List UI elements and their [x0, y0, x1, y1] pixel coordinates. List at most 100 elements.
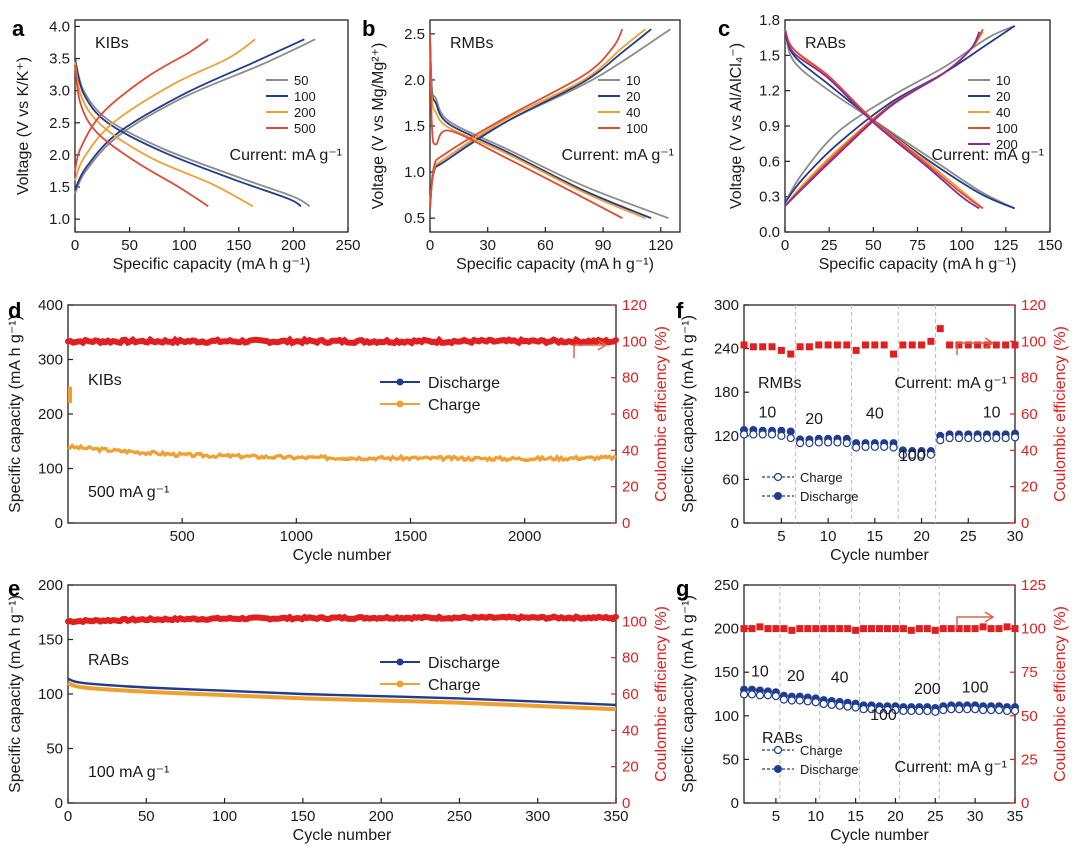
- efficiency-point: [843, 341, 851, 349]
- y-right-tick-label: 0: [1021, 795, 1029, 812]
- x-axis-label: Cycle number: [293, 547, 392, 564]
- panel-label: b: [362, 16, 375, 41]
- efficiency-point: [788, 626, 796, 634]
- panel-label: a: [12, 16, 25, 41]
- charge-point: [749, 430, 758, 439]
- charge-point: [979, 705, 988, 715]
- y-tick-label: 100: [38, 461, 63, 478]
- efficiency-point: [955, 341, 963, 349]
- discharge-curve-500: [74, 64, 209, 208]
- panel-a: 0 50 100 150 200 2501.01.52.02.53.03.54.0Spec…: [12, 16, 361, 273]
- charge-point: [1010, 706, 1020, 716]
- efficiency-point: [971, 625, 979, 633]
- x-axis-label: Specific capacity (mA h g⁻¹): [456, 256, 654, 273]
- charge-point: [824, 438, 833, 447]
- discharge-curve-100: [784, 29, 984, 210]
- legend-label-100: 100: [626, 121, 648, 136]
- x-tick-label: 150: [290, 808, 315, 825]
- y-axis-label: Voltage (V vs Al/AlCl₄⁻): [728, 43, 745, 209]
- charge-point: [739, 690, 749, 699]
- chart-title: RMBs: [758, 375, 802, 392]
- efficiency-point: [815, 341, 823, 349]
- y-right-tick-label: 40: [622, 442, 639, 459]
- charge-curve-10: [784, 25, 1016, 204]
- legend-marker-charge: [773, 745, 783, 755]
- right-axis-arrowhead: [597, 339, 608, 351]
- efficiency-point: [820, 625, 828, 633]
- y-right-tick-label: 120: [622, 297, 647, 314]
- efficiency-point: [836, 625, 844, 633]
- y-right-tick-label: 100: [622, 333, 647, 350]
- charge-point: [747, 690, 757, 699]
- charge-point: [992, 433, 1001, 443]
- charge-point: [827, 700, 836, 709]
- charge-curve: [67, 681, 617, 712]
- y-tick-label: 250: [714, 577, 739, 594]
- right-axis-arrow: [573, 344, 604, 358]
- efficiency-band: [65, 335, 619, 347]
- x-tick-label: 30: [967, 808, 984, 825]
- x-tick-label: 2000: [508, 528, 541, 545]
- y-tick-label: 400: [38, 297, 63, 314]
- charge-point: [891, 705, 900, 715]
- x-tick-label: 5: [777, 528, 785, 545]
- y-tick-label: 180: [714, 384, 739, 401]
- charge-point: [915, 706, 924, 716]
- charge-point: [811, 698, 820, 707]
- right-axis-arrowhead: [984, 337, 995, 349]
- legend-label-500: 500: [294, 121, 316, 136]
- charge-curve-100: [74, 38, 305, 191]
- efficiency-point: [931, 626, 939, 634]
- x-tick-label: 350: [603, 808, 628, 825]
- charge-curve-40: [429, 28, 646, 210]
- chart-title: RMBs: [450, 35, 494, 52]
- charge-point: [964, 433, 973, 443]
- charge-point: [926, 450, 935, 459]
- charge-point: [739, 430, 749, 439]
- efficiency-point: [749, 343, 757, 351]
- panel-label: g: [676, 576, 689, 601]
- charge-point: [763, 691, 773, 700]
- y-right-tick-label: 60: [1021, 406, 1038, 423]
- charge-point: [803, 697, 812, 706]
- y-right-tick-label: 40: [1021, 442, 1038, 459]
- efficiency-point: [995, 625, 1003, 633]
- efficiency-point: [1002, 341, 1010, 349]
- x-tick-label: 15: [866, 528, 883, 545]
- legend-label-100: 100: [294, 89, 316, 104]
- y-right-tick-label: 60: [622, 686, 639, 703]
- y-tick-label: 0.6: [759, 153, 780, 170]
- charge-point: [923, 706, 932, 716]
- legend-label-20: 20: [626, 89, 640, 104]
- efficiency-point: [899, 341, 907, 349]
- efficiency-point: [883, 625, 891, 633]
- y-tick-label: 4.0: [49, 18, 70, 35]
- charge-point: [955, 705, 964, 714]
- y-tick-label: 240: [714, 341, 739, 358]
- y-tick-label: 1.5: [49, 179, 70, 196]
- x-tick-label: 0: [71, 237, 79, 254]
- charge-point: [973, 433, 982, 443]
- charge-point: [795, 439, 805, 448]
- x-axis-label: Cycle number: [293, 827, 392, 844]
- legend-marker-charge: [396, 680, 404, 688]
- y-tick-label: 0: [731, 515, 739, 532]
- efficiency-point: [772, 625, 780, 633]
- rate-label: 20: [805, 411, 823, 428]
- y-tick-label: 2.5: [404, 26, 425, 43]
- charge-point: [814, 438, 823, 447]
- y-right-axis-label: Coulombic efficiency (%): [653, 606, 670, 782]
- charge-point: [755, 691, 765, 700]
- discharge-curve-100: [74, 58, 302, 208]
- efficiency-point: [1011, 625, 1019, 633]
- efficiency-point: [927, 337, 935, 345]
- x-tick-label: 250: [447, 808, 472, 825]
- y-tick-label: 1.8: [759, 12, 780, 29]
- x-tick-label: 50: [121, 237, 138, 254]
- y-tick-label: 200: [714, 621, 739, 638]
- y-right-tick-label: 125: [1021, 577, 1046, 594]
- current-note: 100 mA g⁻¹: [88, 764, 169, 781]
- y-right-tick-label: 100: [1021, 333, 1046, 350]
- legend-marker-discharge: [774, 765, 782, 773]
